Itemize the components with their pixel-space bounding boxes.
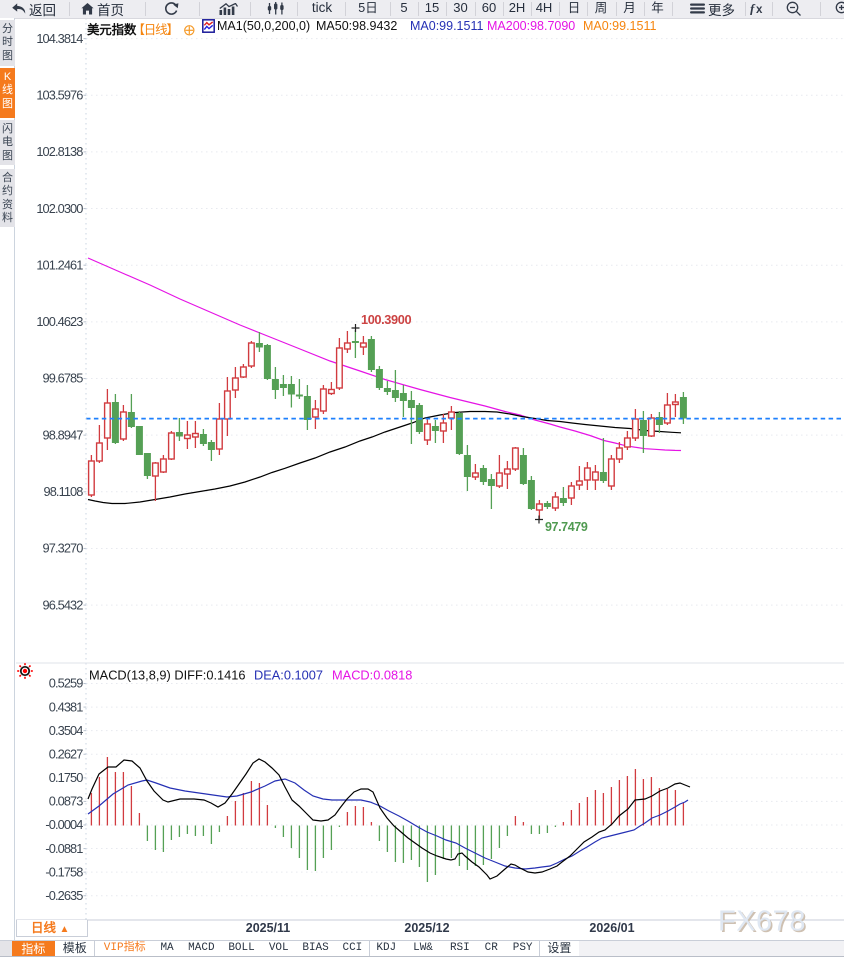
svg-text:2025/12: 2025/12 (404, 921, 449, 935)
svg-text:103.5976: 103.5976 (36, 87, 83, 102)
svg-text:97.7479: 97.7479 (545, 520, 588, 534)
svg-text:101.2461: 101.2461 (36, 257, 83, 272)
svg-text:FX678: FX678 (720, 907, 808, 939)
svg-text:0.0873: 0.0873 (49, 794, 84, 809)
svg-text:x: x (756, 4, 763, 15)
svg-text:99.6785: 99.6785 (43, 371, 84, 386)
svg-text:FX678: FX678 (718, 906, 806, 938)
svg-text:0.2627: 0.2627 (49, 746, 84, 761)
svg-text:96.5432: 96.5432 (43, 597, 84, 612)
svg-text:104.3814: 104.3814 (36, 31, 83, 46)
svg-text:0.3504: 0.3504 (49, 723, 84, 738)
svg-text:102.8138: 102.8138 (36, 144, 83, 159)
svg-text:-0.2635: -0.2635 (45, 888, 83, 903)
svg-text:MACD(13,8,9) DIFF:0.1416: MACD(13,8,9) DIFF:0.1416 (89, 668, 245, 683)
svg-text:98.8947: 98.8947 (43, 427, 84, 442)
svg-text:0.5259: 0.5259 (49, 676, 84, 691)
svg-text:97.3270: 97.3270 (43, 541, 84, 556)
svg-text:100.4623: 100.4623 (36, 314, 83, 329)
svg-text:f: f (750, 2, 756, 15)
svg-text:98.1108: 98.1108 (43, 484, 83, 499)
svg-text:0.1750: 0.1750 (49, 770, 84, 785)
svg-text:2025/11: 2025/11 (246, 921, 291, 935)
svg-text:-0.0004: -0.0004 (45, 817, 83, 832)
svg-text:MACD:0.0818: MACD:0.0818 (332, 668, 412, 683)
svg-text:-0.0881: -0.0881 (45, 841, 83, 856)
svg-text:100.3900: 100.3900 (361, 312, 411, 327)
svg-text:102.0300: 102.0300 (36, 201, 83, 216)
svg-text:0.4381: 0.4381 (49, 699, 84, 714)
svg-text:2026/01: 2026/01 (589, 921, 634, 935)
svg-text:-0.1758: -0.1758 (45, 864, 83, 879)
svg-text:DEA:0.1007: DEA:0.1007 (254, 668, 323, 683)
